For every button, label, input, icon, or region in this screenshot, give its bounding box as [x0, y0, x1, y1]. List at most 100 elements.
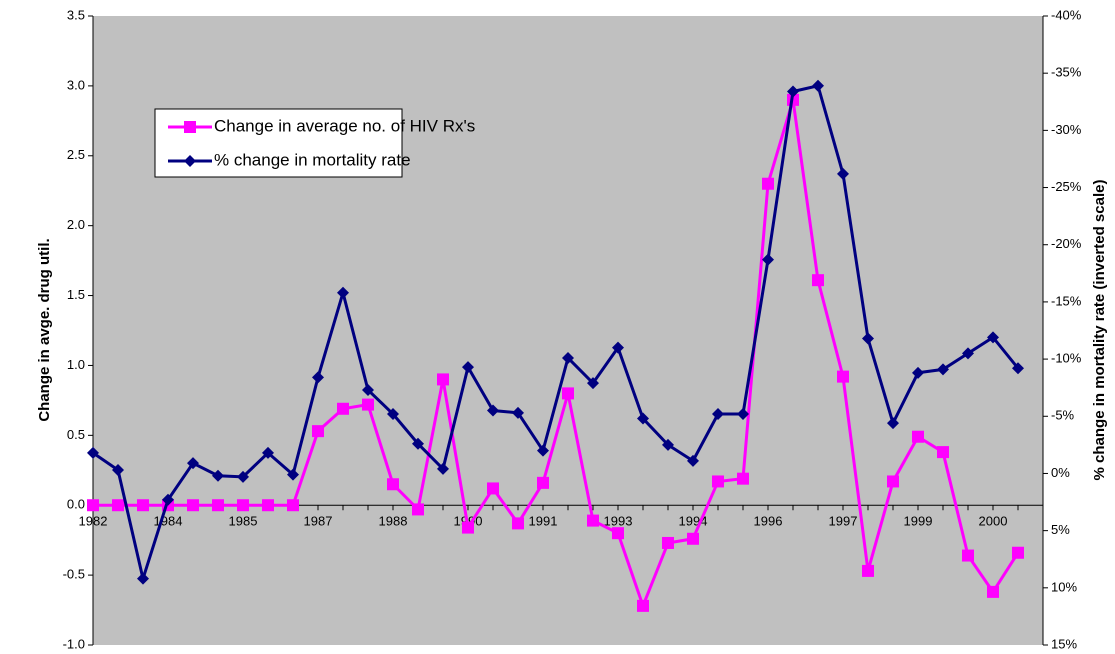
marker — [737, 407, 749, 420]
marker — [687, 532, 699, 545]
marker — [112, 464, 124, 477]
y-tick-label: 0.5 — [67, 427, 85, 442]
y2-tick-label: -30% — [1051, 122, 1082, 137]
marker — [387, 407, 399, 420]
legend-box — [154, 108, 403, 178]
y-tick-label: 1.0 — [67, 357, 85, 372]
marker — [437, 373, 449, 386]
marker — [537, 476, 549, 489]
marker — [262, 499, 274, 512]
y-tick-label: 0.0 — [67, 497, 85, 512]
marker — [137, 499, 149, 512]
y-tick-label: 3.5 — [67, 7, 85, 22]
marker — [212, 499, 224, 512]
marker — [587, 377, 599, 390]
x-tick-label: 1987 — [304, 514, 333, 529]
marker — [937, 363, 949, 376]
y2-tick-label: -15% — [1051, 293, 1082, 308]
marker — [184, 121, 196, 133]
marker — [637, 412, 649, 425]
x-tick-label: 2000 — [979, 514, 1008, 529]
marker — [162, 493, 174, 506]
marker — [187, 499, 199, 512]
marker — [512, 517, 524, 530]
y2-tick-label: 5% — [1051, 522, 1070, 537]
y2-tick-label: -35% — [1051, 65, 1082, 80]
marker — [987, 585, 999, 598]
y2-tick-label: -40% — [1051, 7, 1082, 22]
y2-tick-label: -5% — [1051, 408, 1075, 423]
marker — [312, 425, 324, 438]
marker — [912, 366, 924, 379]
marker — [212, 469, 224, 482]
marker — [987, 331, 999, 344]
marker — [637, 599, 649, 612]
y-axis-label: Change in avge. drug util. — [36, 238, 53, 421]
series-line — [92, 83, 1020, 585]
marker — [537, 444, 549, 457]
marker — [887, 475, 899, 488]
x-tick-label: 1988 — [379, 514, 408, 529]
y2-tick-label: 10% — [1051, 579, 1077, 594]
y2-tick-label: -10% — [1051, 351, 1082, 366]
marker — [662, 536, 674, 549]
marker — [562, 387, 574, 400]
y-tick-label: -1.0 — [63, 636, 85, 651]
y-tick-label: 3.0 — [67, 77, 85, 92]
y-tick-label: 2.0 — [67, 217, 85, 232]
marker — [262, 446, 274, 459]
marker — [187, 457, 199, 470]
marker — [87, 499, 99, 512]
marker — [737, 472, 749, 485]
marker — [912, 430, 924, 443]
marker — [612, 527, 624, 540]
x-tick-label: 1999 — [904, 514, 933, 529]
marker — [862, 564, 874, 577]
marker — [787, 85, 799, 98]
x-tick-label: 1993 — [604, 514, 633, 529]
marker — [287, 499, 299, 512]
marker — [462, 521, 474, 534]
y-tick-label: 1.5 — [67, 287, 85, 302]
marker — [587, 514, 599, 527]
marker — [1012, 546, 1024, 559]
marker — [112, 499, 124, 512]
x-tick-label: 1985 — [229, 514, 258, 529]
marker — [762, 177, 774, 190]
legend: Change in average no. of HIV Rx's % chang… — [154, 108, 475, 178]
marker — [962, 347, 974, 360]
marker — [412, 503, 424, 516]
marker — [462, 361, 474, 374]
x-tick-label: 1997 — [829, 514, 858, 529]
marker — [237, 470, 249, 483]
marker — [712, 407, 724, 420]
marker — [337, 402, 349, 415]
legend-label: Change in average no. of HIV Rx's — [214, 116, 475, 135]
marker — [687, 454, 699, 467]
legend-label: % change in mortality rate — [214, 150, 411, 169]
marker — [937, 446, 949, 459]
marker — [137, 572, 149, 585]
marker — [287, 468, 299, 481]
marker — [562, 351, 574, 364]
marker — [362, 383, 374, 396]
marker — [812, 79, 824, 92]
marker — [887, 417, 899, 430]
marker — [487, 404, 499, 417]
marker — [837, 370, 849, 383]
y-tick-label: 2.5 — [67, 147, 85, 162]
marker — [862, 332, 874, 345]
y2-tick-label: -20% — [1051, 236, 1082, 251]
y2-axis-label: % change in mortality rate (inverted sca… — [1091, 180, 1108, 481]
marker — [512, 406, 524, 419]
y2-tick-label: 15% — [1051, 636, 1077, 651]
x-tick-label: 1984 — [154, 514, 183, 529]
marker — [1012, 362, 1024, 375]
x-tick-label: 1982 — [79, 514, 108, 529]
marker — [362, 398, 374, 411]
marker — [487, 482, 499, 495]
marker — [837, 167, 849, 180]
marker — [387, 478, 399, 491]
x-tick-label: 1991 — [529, 514, 558, 529]
